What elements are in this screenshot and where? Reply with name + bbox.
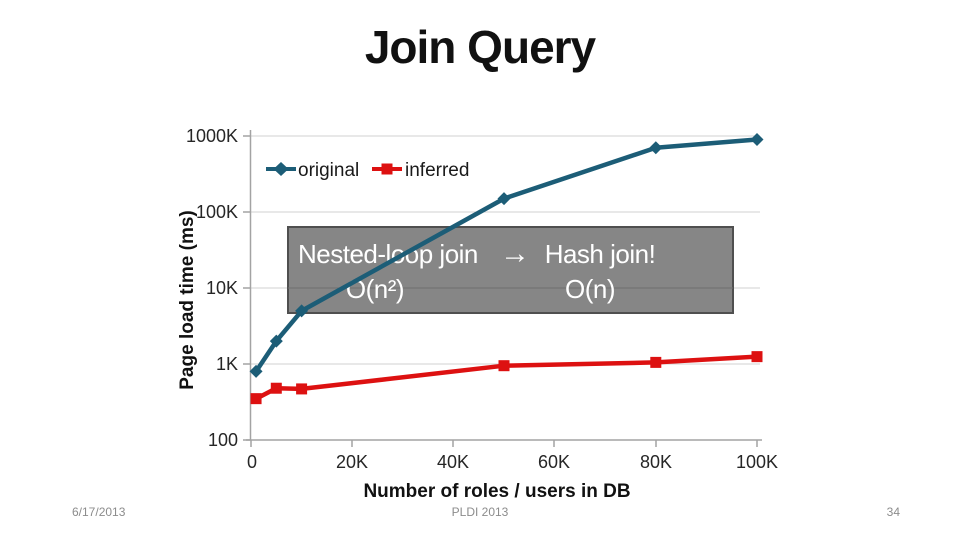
data-point-original	[249, 364, 263, 378]
x-tick-label: 80K	[640, 452, 672, 472]
series-markers-original	[249, 132, 764, 378]
annotation-arrow-icon: →	[500, 237, 530, 270]
x-tick-label: 100K	[736, 452, 778, 472]
series-markers-inferred	[250, 351, 763, 405]
data-point-original	[649, 141, 663, 155]
data-point-original	[497, 192, 511, 206]
legend-label-original: original	[298, 160, 359, 181]
y-tick-label: 1K	[216, 354, 238, 374]
data-point-inferred	[498, 360, 510, 372]
series-original	[249, 132, 764, 378]
y-axis-labels: 1000K 100K 10K 1K 100	[186, 126, 238, 450]
series-line-original	[253, 137, 760, 374]
data-point-original	[750, 132, 764, 146]
y-tick-label: 100K	[196, 202, 238, 222]
legend-label-inferred: inferred	[405, 160, 469, 181]
y-tick-label: 100	[208, 430, 238, 450]
y-tick-label: 10K	[206, 278, 238, 298]
legend-square-icon	[381, 163, 393, 175]
footer-page-number: 34	[886, 505, 900, 519]
x-axis-ticks	[250, 440, 758, 447]
annotation-rect	[287, 226, 734, 314]
annotation-left-complexity: O(n²)	[346, 274, 404, 304]
x-tick-label: 60K	[538, 452, 570, 472]
y-axis-title: Page load time (ms)	[177, 210, 198, 390]
data-point-original	[295, 304, 309, 318]
x-axis-labels: 0 20K 40K 60K 80K 100K	[247, 452, 778, 472]
data-point-inferred	[270, 382, 282, 394]
data-point-inferred	[650, 356, 662, 368]
y-axis-ticks	[243, 135, 251, 441]
footer-venue: PLDI 2013	[451, 505, 509, 519]
x-tick-label: 40K	[437, 452, 469, 472]
annotation-right-complexity: O(n)	[565, 274, 615, 304]
x-tick-label: 20K	[336, 452, 368, 472]
chart-legend: original inferred	[266, 160, 469, 181]
x-axis-title: Number of roles / users in DB	[363, 481, 630, 502]
x-tick-label: 0	[247, 452, 257, 472]
data-point-inferred	[250, 393, 262, 405]
footer-date: 6/17/2013	[72, 505, 126, 519]
y-tick-label: 1000K	[186, 126, 238, 146]
series-inferred	[250, 351, 763, 405]
legend-diamond-icon	[273, 162, 289, 176]
data-point-original	[269, 334, 283, 348]
annotation-box: Nested-loop join → Hash join! O(n²) O(n)	[287, 226, 734, 314]
slide-title: Join Query	[364, 21, 596, 73]
data-point-inferred	[296, 383, 308, 395]
annotation-right-label: Hash join!	[545, 239, 656, 269]
data-point-inferred	[751, 351, 763, 363]
